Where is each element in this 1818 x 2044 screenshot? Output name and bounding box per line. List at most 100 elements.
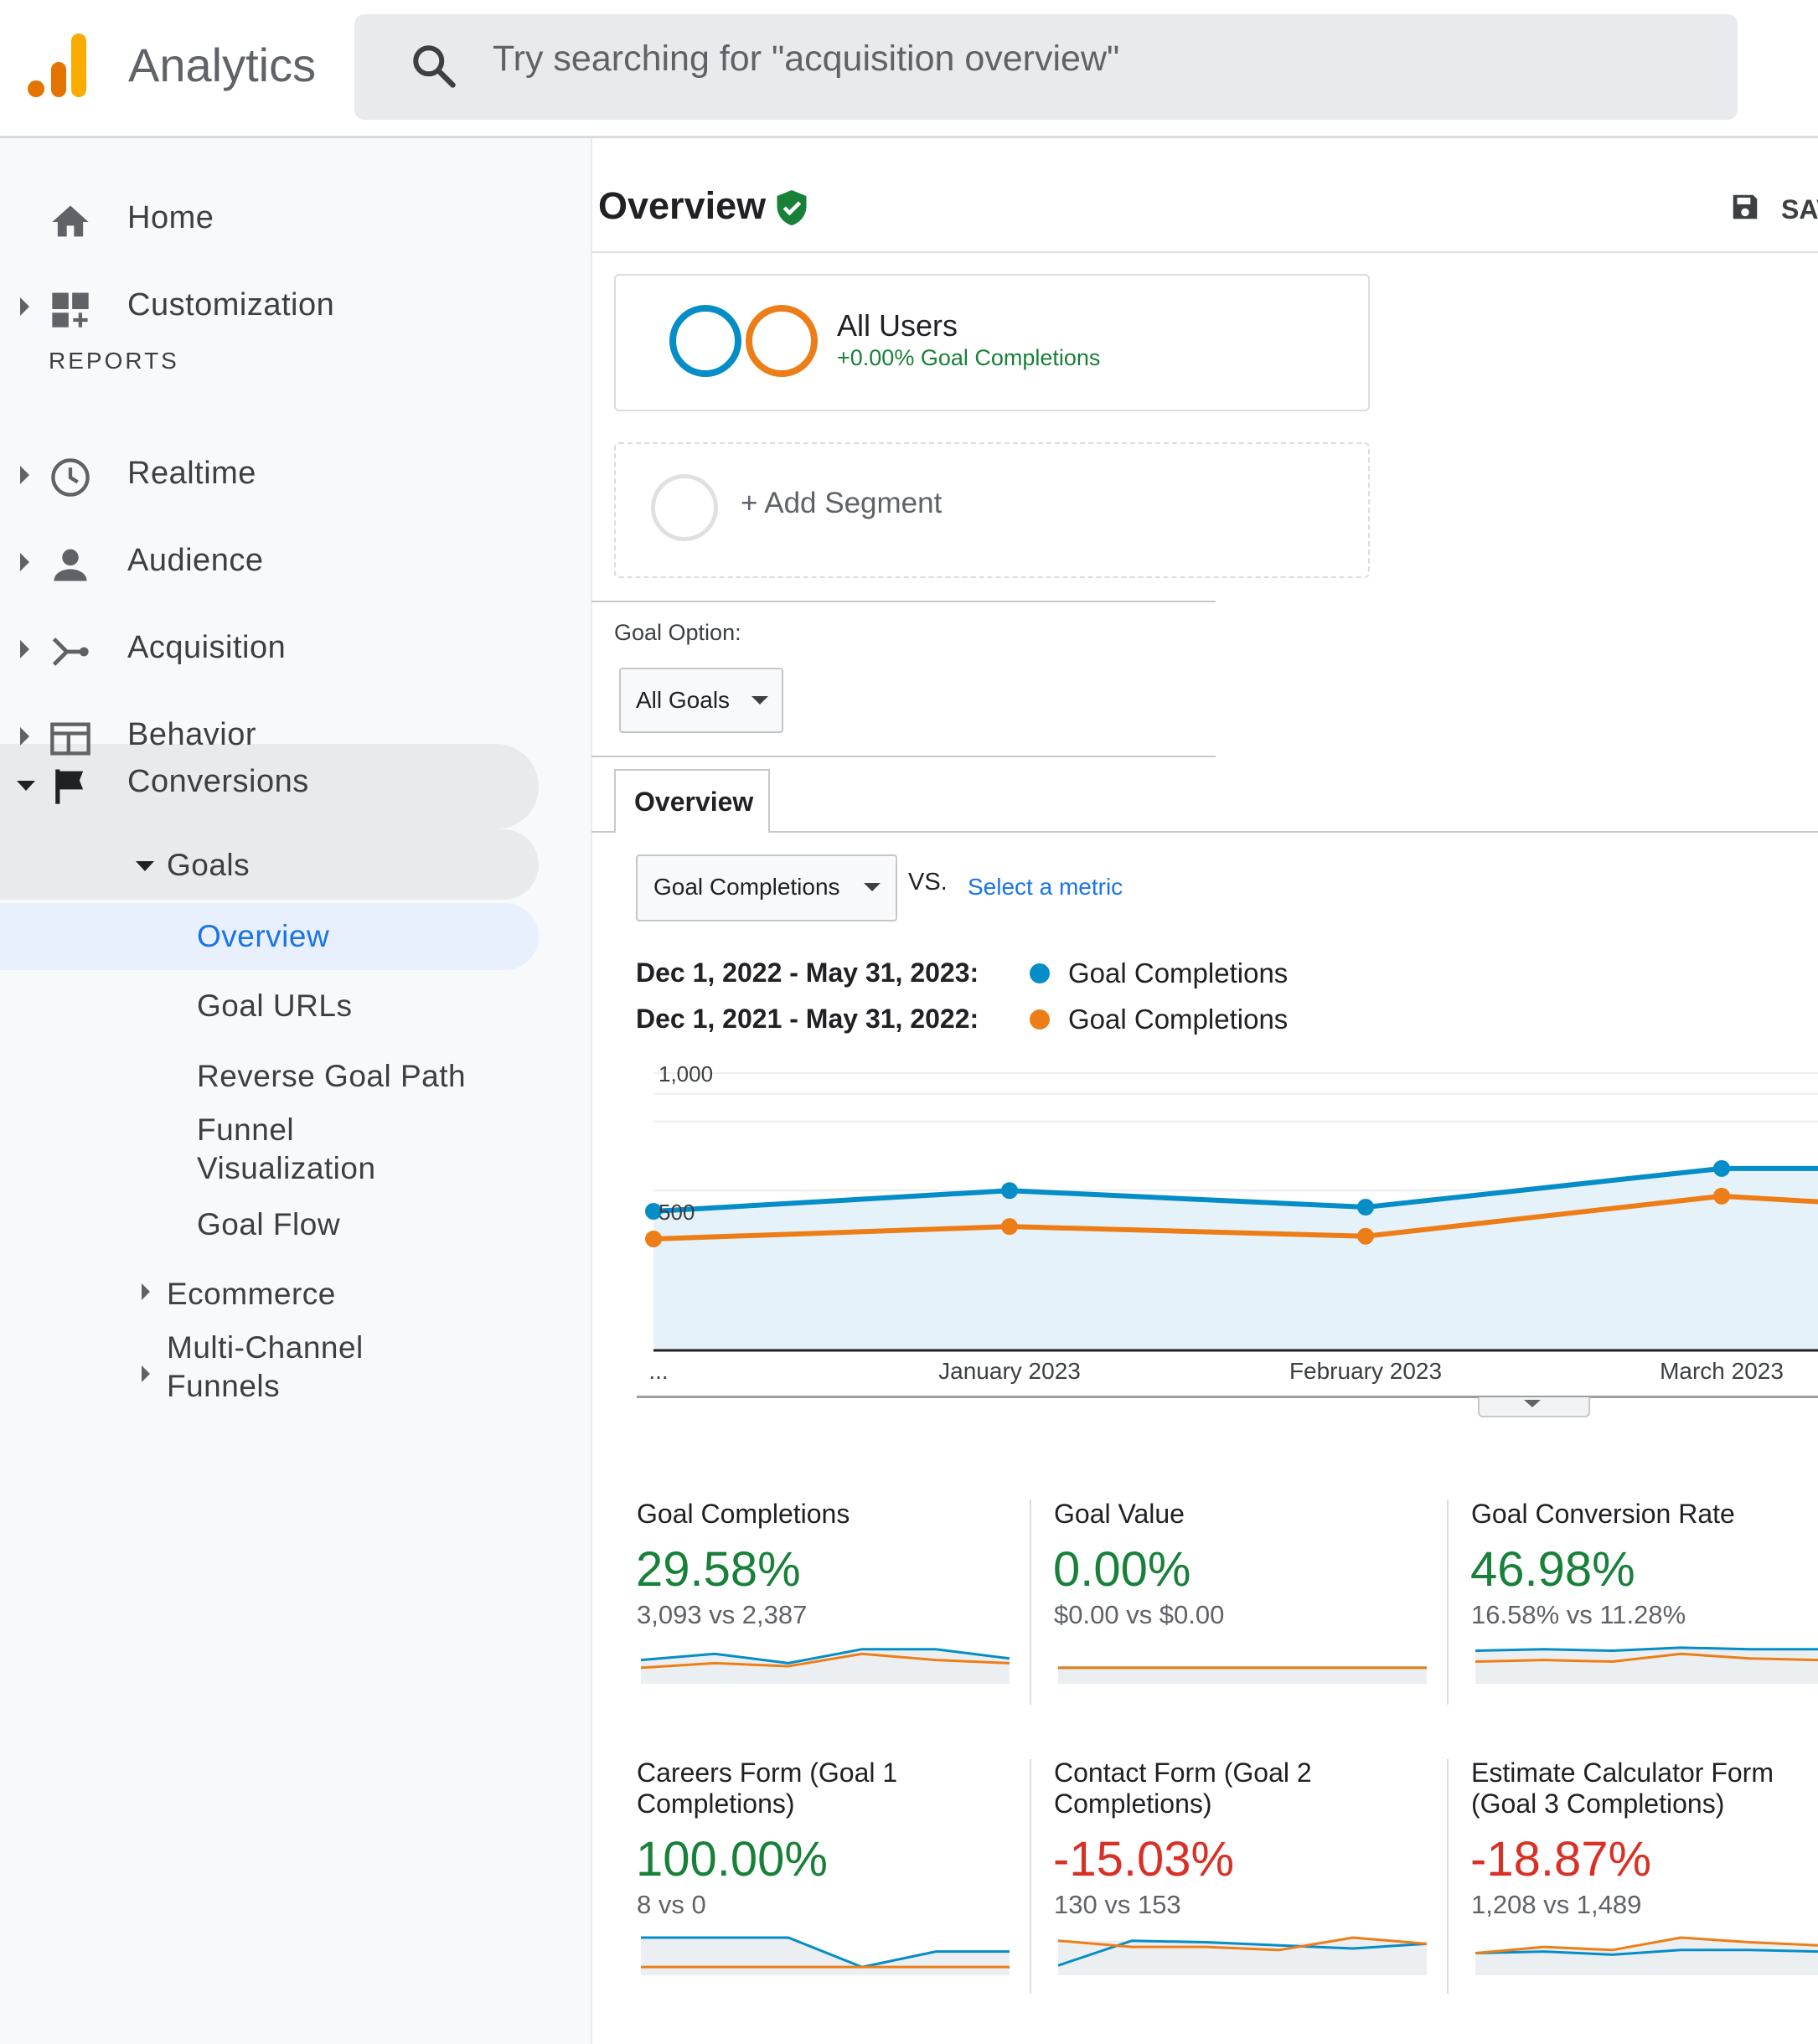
goals-highlight — [0, 829, 539, 900]
search-input[interactable] — [493, 39, 1666, 80]
flag-icon — [55, 769, 84, 804]
sidebar-item-label: Conversions — [127, 764, 309, 799]
sidebar-item-reverse-goal-path[interactable]: Reverse Goal Path — [197, 1059, 467, 1093]
legend-dot-previous — [1030, 1009, 1050, 1030]
tab-overview[interactable] — [614, 769, 770, 833]
sidebar-item-conversions[interactable]: Conversions — [0, 746, 538, 826]
sidebar-item-label: Realtime — [127, 456, 256, 491]
x-tick-label: February 2023 — [1289, 1358, 1442, 1384]
home-icon — [52, 205, 89, 237]
save-button[interactable]: SAVE — [1781, 194, 1818, 225]
sparkline-area — [1058, 1667, 1427, 1684]
goals-label: Goals — [167, 848, 250, 882]
sidebar-item-home[interactable]: Home — [0, 182, 538, 262]
sparkline-previous — [1475, 1936, 1818, 1954]
acquisition-icon — [52, 637, 89, 666]
sparkline-previous — [1058, 1936, 1427, 1952]
sidebar-item-funnel-visualization[interactable]: Funnel Visualization — [197, 1112, 376, 1185]
card-percent: 100.00% — [636, 1832, 828, 1887]
metric-select[interactable] — [636, 854, 897, 921]
search-icon[interactable] — [409, 41, 459, 91]
date-range-current: Dec 1, 2022 - May 31, 2023: — [636, 957, 979, 988]
sidebar-item-goal-urls[interactable]: Goal URLs — [197, 988, 353, 1023]
goal-completions-line-chart[interactable]: 1,000 500... January 2023 February 2023 Marc… — [637, 1051, 1818, 1395]
reports-heading: REPORTS — [49, 348, 179, 374]
card-percent: 29.58% — [636, 1542, 801, 1597]
sidebar-item-label: Home — [127, 200, 214, 235]
segment-comparison-icon — [669, 305, 818, 377]
select-metric-link[interactable]: Select a metric — [968, 874, 1123, 900]
card-sparkline — [641, 1648, 1010, 1684]
sparkline-current — [1475, 1949, 1818, 1956]
sidebar-item-label: Customization — [127, 287, 335, 323]
segment-stat: +0.00% Goal Completions — [837, 345, 1101, 370]
date-range-previous: Dec 1, 2021 - May 31, 2022: — [636, 1004, 979, 1034]
card-percent: 0.00% — [1053, 1542, 1191, 1597]
sparkline-area — [641, 1938, 1010, 1975]
sidebar-item-audience[interactable]: Audience — [0, 524, 538, 605]
collapse-arrow-icon[interactable] — [17, 781, 35, 791]
sparkline-previous — [641, 1652, 1010, 1670]
card-comparison: 130 vs 153 — [1054, 1890, 1181, 1919]
sparkline-area — [1475, 1647, 1818, 1684]
sidebar-item-label: Behavior — [127, 717, 256, 752]
overview-highlight — [0, 903, 539, 970]
card-comparison: 3,093 vs 2,387 — [637, 1600, 808, 1629]
sidebar-item-goal-flow[interactable]: Goal Flow — [197, 1207, 341, 1241]
expand-arrow-icon[interactable] — [20, 727, 29, 746]
sidebar-item-acquisition[interactable]: Acquisition — [0, 612, 538, 692]
card-divider — [1447, 1499, 1449, 1705]
data-point — [1001, 1182, 1018, 1200]
chart-collapse-toggle[interactable] — [1478, 1397, 1590, 1417]
card-divider — [1030, 1759, 1031, 1994]
card-comparison: 8 vs 0 — [637, 1890, 706, 1919]
app-title[interactable]: Analytics — [128, 39, 317, 91]
add-segment-button[interactable] — [614, 442, 1370, 578]
card-sparkline — [641, 1936, 1010, 1975]
sidebar-item-goals-overview[interactable]: Overview — [197, 919, 330, 953]
divider — [591, 601, 1216, 602]
add-segment-circle-icon — [651, 474, 718, 541]
card-comparison: $0.00 vs $0.00 — [1054, 1600, 1225, 1629]
sparkline-current — [641, 1936, 1010, 1969]
divider — [591, 756, 1216, 757]
sidebar-item-customization[interactable]: Customization — [0, 269, 538, 349]
data-point — [645, 1231, 662, 1247]
chevron-down-icon — [1524, 1400, 1541, 1407]
sidebar-item-realtime[interactable]: Realtime — [0, 437, 538, 518]
goal-option-label: Goal Option: — [614, 620, 741, 645]
chart-divider — [637, 1396, 1818, 1398]
data-point — [645, 1203, 662, 1220]
chevron-down-icon — [864, 883, 881, 891]
expand-arrow-icon[interactable] — [142, 1283, 150, 1300]
conversions-highlight — [0, 744, 539, 829]
card-divider — [1447, 1759, 1449, 1994]
expand-arrow-icon[interactable] — [20, 640, 29, 658]
card-sparkline — [1058, 1936, 1427, 1975]
x-tick-label: March 2023 — [1660, 1358, 1784, 1384]
sparkline-current — [1475, 1646, 1818, 1653]
y-tick-label: 500 — [659, 1200, 695, 1225]
expand-arrow-icon[interactable] — [20, 553, 29, 571]
card-percent: -15.03% — [1053, 1832, 1235, 1887]
sidebar-item-behavior[interactable]: Behavior — [0, 699, 538, 779]
add-segment-label[interactable]: + Add Segment — [741, 487, 943, 519]
expand-arrow-icon[interactable] — [20, 466, 29, 484]
chevron-down-icon — [751, 696, 768, 705]
card-comparison: 1,208 vs 1,489 — [1471, 1890, 1642, 1919]
top-bar: Analytics — [0, 0, 1818, 138]
card-title: Goal Completions — [637, 1499, 850, 1529]
expand-arrow-icon[interactable] — [20, 297, 29, 316]
analytics-logo-icon[interactable] — [28, 32, 88, 99]
dashboard-icon — [52, 292, 89, 328]
expand-arrow-icon[interactable] — [142, 1365, 150, 1382]
sparkline-previous — [1475, 1652, 1818, 1664]
ecommerce-label: Ecommerce — [167, 1277, 336, 1311]
clock-icon — [51, 458, 90, 497]
card-title: Goal Value — [1054, 1499, 1185, 1529]
x-tick-label: January 2023 — [938, 1358, 1081, 1384]
save-icon[interactable] — [1729, 191, 1761, 223]
collapse-arrow-icon[interactable] — [136, 861, 154, 871]
segment-name: All Users — [837, 308, 958, 343]
card-title: Goal Conversion Rate — [1471, 1499, 1735, 1529]
